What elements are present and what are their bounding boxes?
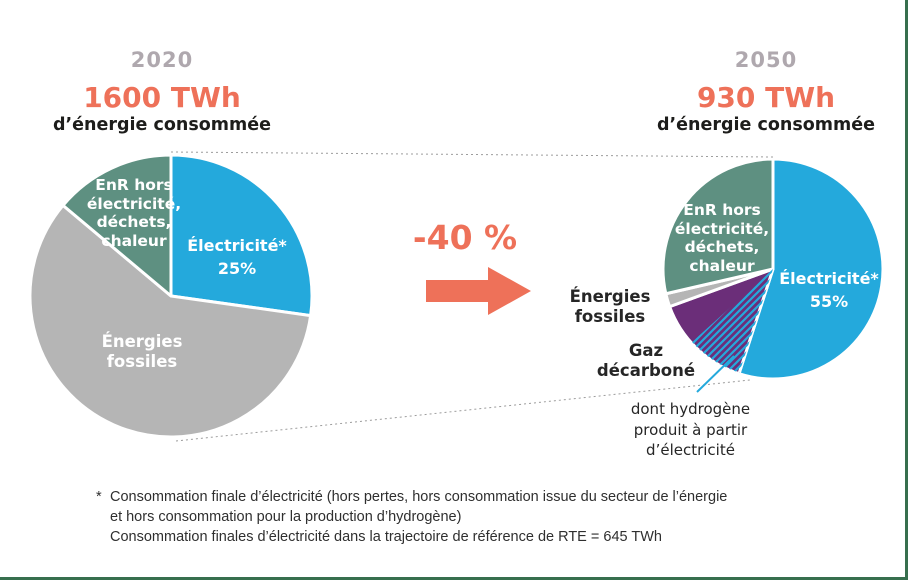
right-year-label: 2050: [734, 48, 798, 72]
right-pie-label-electricite: Électricité* 55%: [779, 269, 879, 311]
hydrogen-note-label: dont hydrogène produit à partir d’électr…: [630, 400, 751, 459]
left-caption-label: d’énergie consommée: [53, 115, 271, 135]
scale-connector-top-line: [170, 151, 774, 158]
hydrogen-note-leader-line: [696, 355, 735, 393]
pie-slice-enr-hors-electricite: [61, 153, 173, 298]
pie-charts: [28, 153, 885, 439]
scale-connector-bottom-line: [175, 379, 751, 442]
change-percentage-label: -40 %: [412, 218, 518, 257]
right-amount-label: 930 TWh: [696, 81, 836, 114]
pie-slice-hydrogen-hatch: [692, 269, 773, 373]
pie-2050: [661, 157, 885, 381]
pie-slice-electricite: [169, 153, 314, 318]
left-pie-label-enr: EnR hors électricité, déchets, chaleur: [86, 176, 182, 250]
right-panel-header: 2050 930 TWh d’énergie consommée: [641, 48, 891, 135]
footnote-line-1: Consommation finale d’électricité (hors …: [110, 489, 728, 505]
right-pie-outside-label-gaz: Gaz décarboné: [596, 341, 696, 380]
left-pie-label-electricite: Électricité* 25%: [187, 236, 287, 278]
footnote-line-3: Consommation finales d’électricité dans …: [110, 529, 662, 545]
right-pie-label-enr: EnR hors électricité, déchets, chaleur: [674, 201, 770, 275]
right-caption-label: d’énergie consommée: [657, 115, 875, 135]
pie-2020: [28, 153, 314, 439]
decrease-arrow-icon: [426, 267, 531, 315]
pie-slice-electricite: [737, 157, 885, 381]
left-amount-label: 1600 TWh: [83, 81, 241, 114]
left-pie-label-fossiles: Énergies fossiles: [101, 332, 183, 371]
footnote-marker: *: [96, 489, 102, 505]
left-panel-header: 2020 1600 TWh d’énergie consommée: [37, 48, 287, 135]
pie-slice-energies-fossiles: [28, 203, 313, 439]
left-year-label: 2020: [130, 48, 194, 72]
footnote: * Consommation finale d’électricité (hor…: [96, 487, 727, 547]
pie-slice-enr-hors-electricite: [661, 157, 775, 296]
right-pie-outside-label-fossiles: Énergies fossiles: [569, 287, 651, 326]
footnote-line-2: et hors consommation pour la production …: [110, 509, 462, 525]
